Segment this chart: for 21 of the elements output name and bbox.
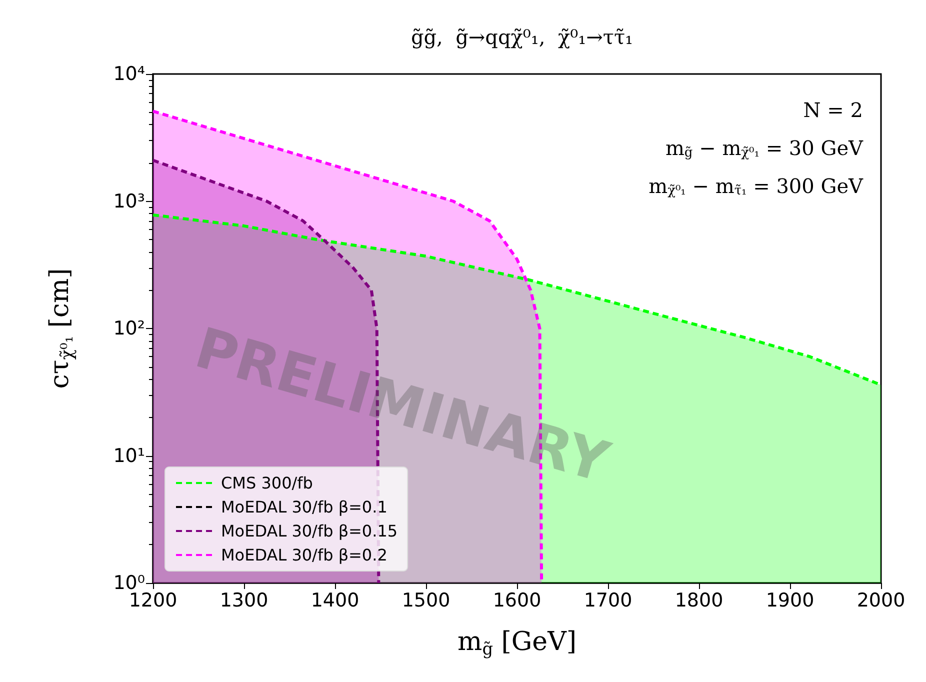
annotation: N = 2 <box>803 98 864 122</box>
x-tick-label: 1400 <box>310 590 360 612</box>
x-tick-label: 2000 <box>856 590 906 612</box>
chart-title: g̃g̃, g̃→qqχ̃⁰₁, χ̃⁰₁→ττ̃₁ <box>410 25 634 49</box>
y-tick-label: 10⁴ <box>113 63 146 85</box>
legend-label: CMS 300/fb <box>221 474 313 492</box>
x-tick-label: 1500 <box>402 590 450 612</box>
x-tick-label: 1800 <box>674 590 724 612</box>
legend-label: MoEDAL 30/fb β=0.1 <box>221 498 388 516</box>
x-tick-label: 1900 <box>766 590 814 612</box>
y-tick-label: 10³ <box>113 190 145 212</box>
legend-label: MoEDAL 30/fb β=0.2 <box>221 546 388 564</box>
y-tick-label: 10² <box>113 318 145 340</box>
annotation: mχ̃⁰₁ − mτ̃₁ = 300 GeV <box>648 174 864 198</box>
x-tick-label: 1700 <box>584 590 632 612</box>
legend-label: MoEDAL 30/fb β=0.15 <box>221 522 398 540</box>
x-tick-label: 1600 <box>492 590 542 612</box>
y-tick-label: 10¹ <box>113 444 145 467</box>
x-tick-label: 1300 <box>220 590 268 612</box>
annotation: mg̃ − mχ̃⁰₁ = 30 GeV <box>665 136 864 160</box>
y-axis-title: cτχ̃⁰₁ [cm] <box>45 268 76 389</box>
